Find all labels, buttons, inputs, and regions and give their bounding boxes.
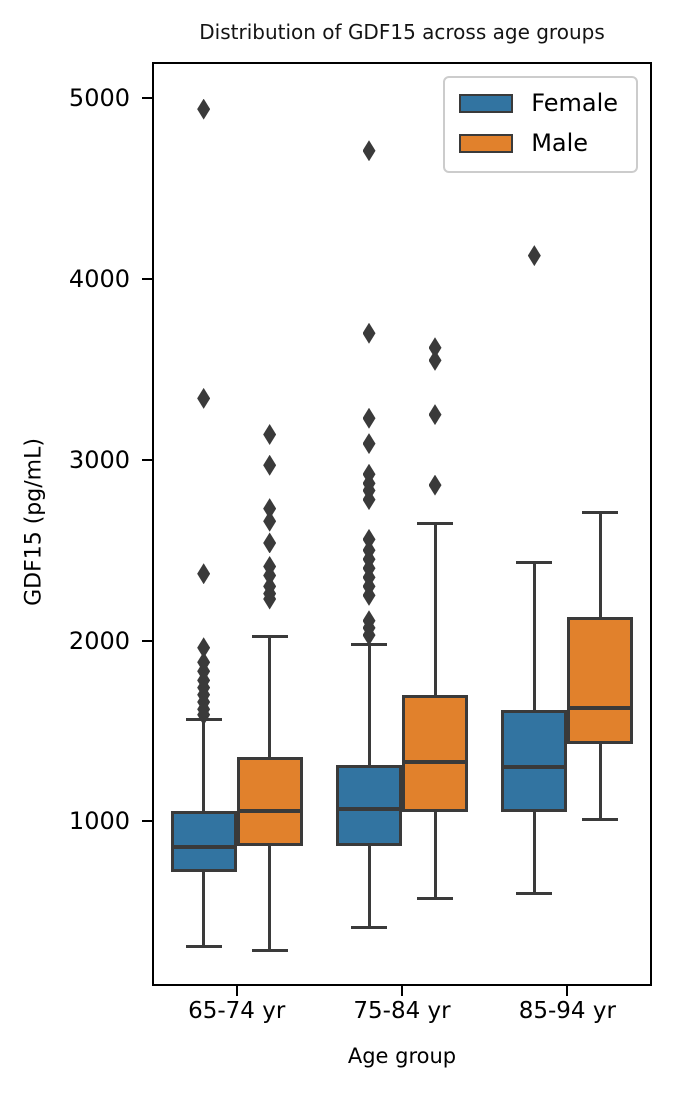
- chart-title: Distribution of GDF15 across age groups: [199, 20, 605, 44]
- x-tick-mark: [566, 986, 569, 996]
- outlier-marker: [263, 498, 277, 520]
- y-tick-label: 5000: [68, 84, 130, 113]
- whisker-cap-low: [185, 945, 222, 949]
- x-tick-mark: [401, 986, 403, 996]
- legend: Female Male: [443, 76, 638, 173]
- y-tick-mark: [142, 458, 152, 461]
- y-tick-label: 4000: [68, 265, 130, 294]
- outlier-marker: [263, 532, 277, 554]
- y-axis-label: GDF15 (pg/mL): [21, 438, 47, 606]
- y-tick-mark: [142, 97, 152, 100]
- x-tick-label: 75-84 yr: [353, 998, 451, 1024]
- median-line: [405, 759, 465, 764]
- outlier-marker: [263, 510, 277, 532]
- outlier-marker: [362, 322, 376, 344]
- legend-item-male: Male: [459, 130, 618, 157]
- y-tick-label: 3000: [68, 445, 130, 474]
- outlier-marker: [362, 433, 376, 455]
- whisker-cap-low: [582, 818, 619, 822]
- whisker-cap-high: [582, 510, 619, 514]
- y-tick-label: 1000: [68, 807, 130, 836]
- box-male-2: [567, 617, 634, 744]
- outlier-marker: [527, 245, 541, 267]
- outlier-marker: [263, 575, 277, 597]
- y-tick-mark: [142, 820, 152, 823]
- median-line: [570, 706, 631, 711]
- box-male-0: [236, 757, 303, 846]
- whisker-cap-high: [251, 635, 288, 639]
- outlier-marker: [362, 463, 376, 485]
- outlier-marker: [263, 424, 277, 446]
- y-tick-mark: [142, 278, 152, 281]
- outlier-marker: [197, 563, 211, 585]
- whisker-cap-low: [251, 949, 288, 953]
- legend-label: Male: [531, 129, 589, 157]
- whisker-cap-high: [417, 521, 453, 525]
- x-tick-mark: [235, 986, 238, 996]
- legend-swatch-female: [459, 94, 514, 113]
- outlier-marker: [197, 387, 211, 409]
- box-female-1: [336, 765, 402, 846]
- box-male-1: [402, 694, 468, 813]
- median-line: [504, 765, 565, 770]
- outlier-marker: [263, 454, 277, 476]
- outlier-marker: [428, 474, 442, 496]
- legend-item-female: Female: [459, 90, 618, 117]
- legend-swatch-male: [459, 134, 514, 153]
- box-female-2: [501, 710, 568, 813]
- outlier-marker: [362, 610, 376, 632]
- median-line: [173, 844, 234, 849]
- median-line: [239, 809, 300, 814]
- whisker-cap-high: [516, 561, 553, 565]
- outlier-marker: [362, 528, 376, 550]
- whisker-cap-low: [417, 896, 453, 900]
- outlier-marker: [428, 349, 442, 371]
- y-tick-mark: [142, 639, 152, 642]
- outlier-marker: [362, 140, 376, 162]
- outlier-marker: [428, 337, 442, 359]
- whisker-cap-low: [516, 892, 553, 896]
- outlier-marker: [197, 651, 211, 673]
- whisker-cap-low: [351, 925, 387, 929]
- legend-label: Female: [531, 89, 618, 117]
- outlier-marker: [362, 539, 376, 561]
- plot-area: Female Male 1000 2000 3000 4000 5000 65-74 yr 7…: [69, 62, 652, 1024]
- box-female-0: [170, 811, 237, 872]
- median-line: [339, 806, 399, 811]
- outlier-marker: [197, 98, 211, 120]
- x-axis-label: Age group: [347, 1044, 457, 1068]
- outlier-marker: [263, 555, 277, 577]
- x-tick-label: 85-94 yr: [518, 998, 616, 1024]
- y-tick-label: 2000: [68, 626, 130, 655]
- outlier-marker: [428, 404, 442, 426]
- outlier-marker: [197, 637, 211, 659]
- outlier-marker: [362, 407, 376, 429]
- x-tick-label: 65-74 yr: [188, 998, 286, 1024]
